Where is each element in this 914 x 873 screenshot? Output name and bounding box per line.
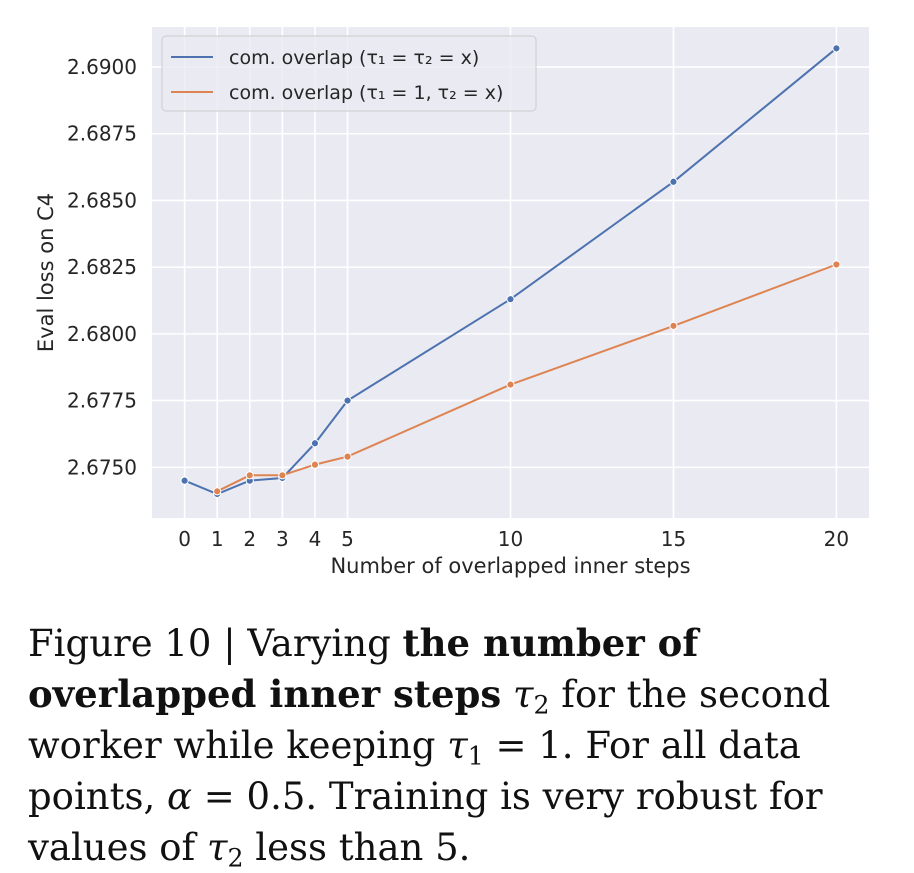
figure-caption: Figure 10 | Varying the number of overla… [28, 618, 890, 873]
series-2-point [278, 471, 287, 480]
caption-subscript: 2 [533, 690, 550, 720]
line-chart: 0 1 2 3 4 5 10 15 20 2.67502.67752.68002.68252.6… [34, 27, 869, 578]
x-tick-label: 10 [498, 527, 523, 551]
x-axis-label: Number of overlapped inner steps [330, 554, 690, 578]
x-tick-label: 2 [243, 527, 256, 551]
caption-text-1: for the second worker while keeping [28, 673, 831, 767]
y-tick-label: 2.6850 [67, 188, 137, 212]
y-tick-label: 2.6900 [67, 55, 137, 79]
caption-alpha-symbol: α [167, 775, 193, 818]
series-1-point [669, 177, 678, 186]
x-tick-label: 15 [661, 527, 686, 551]
y-tick-label: 2.6825 [67, 255, 137, 279]
series-2-line [216, 263, 837, 493]
legend-entry-series-1: com. overlap (τ₁ = τ₂ = x) [229, 47, 479, 69]
x-tick-labels: 0 1 2 3 4 5 10 15 20 [178, 527, 849, 551]
caption-tau-symbol: τ [447, 724, 468, 767]
y-axis-label: Eval loss on C4 [34, 193, 58, 352]
x-tick-label: 1 [211, 527, 224, 551]
legend-entry-series-2: com. overlap (τ₁ = 1, τ₂ = x) [229, 82, 503, 104]
caption-suffix: less than 5. [243, 826, 471, 869]
y-tick-labels: 2.6750 2.6775 2.6800 2.6825 2.6850 2.6875 2.69… [67, 55, 137, 479]
caption-tau-symbol: τ [512, 673, 534, 716]
series-group [180, 44, 841, 499]
y-tick-label: 2.6875 [67, 122, 137, 146]
series-2-point [669, 321, 678, 330]
caption-subscript: 1 [467, 741, 484, 771]
series-1-point [832, 44, 841, 53]
caption-prefix: Figure 10 | Varying [28, 622, 403, 665]
x-tick-label: 3 [276, 527, 289, 551]
series-2-point [310, 460, 320, 469]
series-1-point [180, 476, 189, 485]
series-2-point [245, 471, 254, 480]
x-tick-label: 5 [341, 527, 354, 551]
caption-tau-symbol: τ [207, 826, 228, 869]
x-tick-label: 0 [178, 527, 191, 551]
series-2-point [343, 452, 352, 461]
series-2-point [213, 487, 222, 496]
caption-text-2: = 1. For all data points, [28, 724, 801, 818]
series-2-point [506, 380, 515, 389]
caption-text-3: = 0.5. Training is very robust for value… [28, 775, 823, 869]
x-tick-label: 4 [309, 527, 322, 551]
series-1-point [506, 295, 515, 304]
series-1-point [343, 396, 352, 405]
legend: com. overlap (τ₁ = τ₂ = x) com. overlap … [161, 35, 537, 112]
series-2-point [832, 260, 841, 269]
caption-bold-text: the number of overlapped inner steps [28, 621, 699, 716]
y-tick-label: 2.6775 [67, 389, 137, 413]
y-tick-label: 2.6800 [67, 322, 137, 346]
x-tick-label: 20 [824, 527, 849, 551]
series-1-point [310, 439, 320, 448]
y-tick-label: 2.6750 [67, 455, 137, 479]
legend-box [161, 35, 537, 112]
caption-subscript: 2 [227, 843, 244, 873]
